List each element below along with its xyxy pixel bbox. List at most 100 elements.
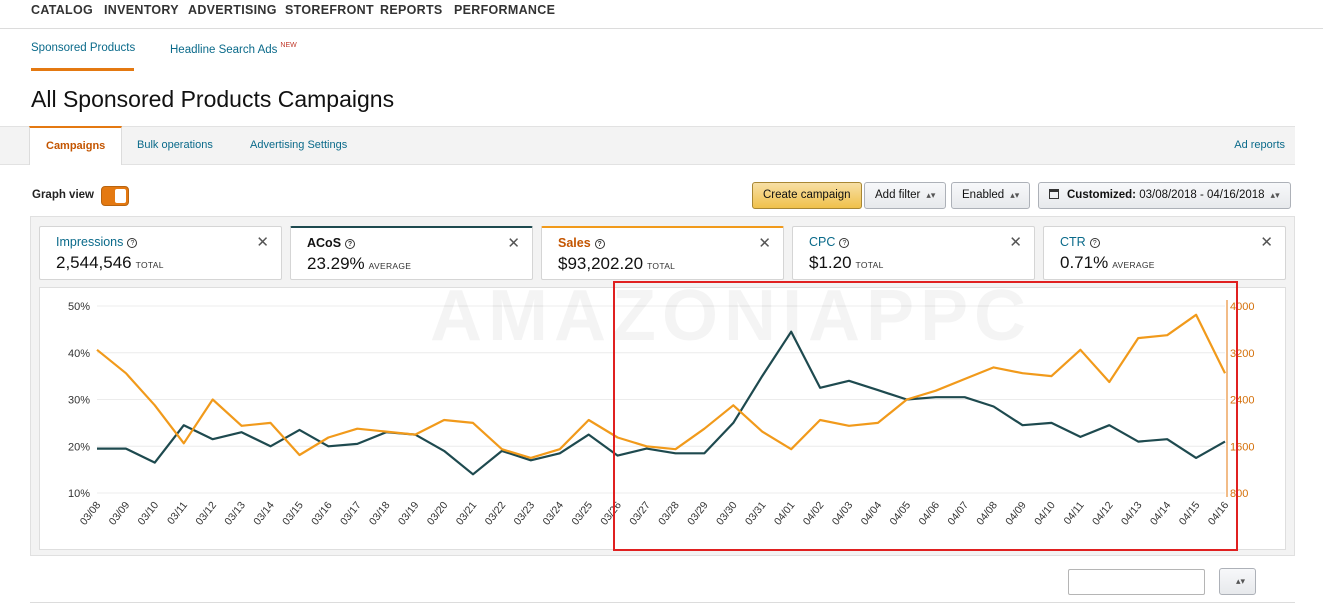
x-tick-label: 03/12 (193, 499, 219, 527)
metric-value-text: 23.29% (307, 254, 365, 273)
y-right-tick-label: 4000 (1230, 301, 1254, 313)
x-tick-label: 04/09 (1003, 499, 1029, 527)
new-badge: NEW (280, 42, 297, 49)
y-left-tick-label: 10% (68, 488, 90, 500)
metric-label-text: Impressions (56, 235, 124, 249)
updown-caret-icon: ▴▾ (1010, 190, 1020, 200)
metric-suffix: TOTAL (647, 261, 676, 271)
nav-reports[interactable]: REPORTS (380, 3, 443, 17)
metric-suffix: AVERAGE (368, 261, 412, 271)
active-subtab-indicator (31, 68, 134, 71)
x-tick-label: 03/09 (107, 499, 133, 527)
x-tick-label: 04/11 (1062, 499, 1087, 527)
x-tick-label: 03/11 (165, 499, 190, 527)
x-tick-label: 03/31 (743, 499, 769, 527)
x-tick-label: 04/13 (1119, 499, 1145, 527)
x-tick-label: 04/08 (974, 499, 1000, 527)
x-tick-label: 03/15 (280, 499, 306, 527)
metric-label-text: CPC (809, 235, 836, 249)
subtab-sponsored-products[interactable]: Sponsored Products (31, 42, 136, 54)
nav-inventory[interactable]: INVENTORY (104, 3, 179, 17)
help-icon[interactable]: ? (839, 238, 850, 248)
page-title: All Sponsored Products Campaigns (31, 86, 395, 112)
ad-reports-link[interactable]: Ad reports (1234, 139, 1285, 151)
x-tick-label: 04/14 (1148, 499, 1174, 527)
y-right-tick-label: 3200 (1230, 348, 1254, 360)
nav-catalog[interactable]: CATALOG (31, 3, 94, 17)
y-right-tick-label: 2400 (1230, 395, 1254, 407)
nav-storefront[interactable]: STOREFRONT (285, 3, 374, 17)
table-top-border (30, 602, 1295, 603)
x-tick-label: 04/06 (916, 499, 942, 527)
metric-label: CPC? (809, 235, 850, 249)
help-icon[interactable]: ? (345, 239, 356, 249)
x-tick-label: 03/26 (598, 499, 624, 527)
graph-view-toggle[interactable] (101, 186, 129, 206)
y-left-tick-label: 20% (68, 441, 90, 453)
x-tick-label: 03/24 (540, 499, 566, 527)
x-tick-label: 03/14 (251, 499, 277, 527)
date-range-picker[interactable]: Customized: 03/08/2018 - 04/16/2018 ▴▾ (1038, 182, 1291, 209)
x-tick-label: 03/21 (454, 499, 480, 527)
date-range-value: 03/08/2018 - 04/16/2018 (1139, 189, 1265, 201)
close-icon[interactable]: ✕ (758, 235, 771, 252)
updown-caret-icon: ▴▾ (1236, 576, 1246, 586)
find-campaign-input[interactable] (1068, 569, 1205, 595)
metric-value-text: $1.20 (809, 253, 852, 272)
metric-cpc[interactable]: CPC? $1.20 TOTAL ✕ (792, 226, 1035, 280)
x-tick-label: 03/08 (78, 499, 104, 527)
x-tick-label: 04/01 (772, 499, 798, 527)
close-icon[interactable]: ✕ (1009, 234, 1022, 251)
enabled-filter-dropdown[interactable]: Enabled ▴▾ (951, 182, 1031, 209)
x-tick-label: 04/02 (801, 499, 827, 527)
x-tick-label: 03/17 (338, 499, 364, 527)
close-icon[interactable]: ✕ (1260, 234, 1273, 251)
metric-value: 23.29% AVERAGE (307, 254, 411, 274)
x-tick-label: 03/29 (685, 499, 711, 527)
tab-campaigns[interactable]: Campaigns (29, 126, 123, 165)
subtab-headline-search-ads[interactable]: Headline Search Ads NEW (170, 42, 297, 56)
x-tick-label: 03/23 (512, 499, 538, 527)
top-nav: CATALOG INVENTORY ADVERTISING STOREFRONT… (0, 0, 1323, 29)
nav-advertising[interactable]: ADVERTISING (188, 3, 277, 17)
close-icon[interactable]: ✕ (256, 234, 269, 251)
enabled-label: Enabled (962, 189, 1005, 201)
x-tick-label: 04/05 (888, 499, 914, 527)
metric-value: $93,202.20 TOTAL (558, 254, 675, 274)
metric-label-text: ACoS (307, 236, 342, 250)
tab-advertising-settings[interactable]: Advertising Settings (250, 139, 348, 151)
add-filter-label: Add filter (875, 189, 921, 201)
metric-label: Impressions? (56, 235, 138, 249)
metric-impressions[interactable]: Impressions? 2,544,546 TOTAL ✕ (39, 226, 282, 280)
x-tick-label: 04/12 (1090, 499, 1116, 527)
add-filter-button[interactable]: Add filter ▴▾ (864, 182, 947, 209)
x-tick-label: 03/13 (222, 499, 248, 527)
x-tick-label: 03/28 (656, 499, 682, 527)
x-tick-label: 03/10 (136, 499, 162, 527)
metric-value: 2,544,546 TOTAL (56, 253, 164, 273)
y-left-tick-label: 50% (68, 301, 90, 313)
help-icon[interactable]: ? (127, 238, 138, 248)
metric-value-text: $93,202.20 (558, 254, 644, 273)
metric-sales[interactable]: Sales? $93,202.20 TOTAL ✕ (541, 226, 784, 280)
close-icon[interactable]: ✕ (507, 235, 520, 252)
x-tick-label: 04/03 (830, 499, 856, 527)
calendar-icon (1049, 189, 1059, 199)
metric-acos[interactable]: ACoS? 23.29% AVERAGE ✕ (290, 226, 533, 280)
metric-value-text: 0.71% (1060, 253, 1109, 272)
columns-button[interactable]: ▴▾ (1219, 568, 1257, 595)
create-campaign-button[interactable]: Create campaign (752, 182, 862, 209)
updown-caret-icon: ▴▾ (926, 190, 936, 200)
x-tick-label: 03/25 (569, 499, 595, 527)
x-tick-label: 03/27 (627, 499, 653, 527)
help-icon[interactable]: ? (594, 239, 605, 249)
x-tick-label: 03/20 (425, 499, 451, 527)
metric-ctr[interactable]: CTR? 0.71% AVERAGE ✕ (1043, 226, 1286, 280)
help-icon[interactable]: ? (1089, 238, 1100, 248)
tab-bulk-operations[interactable]: Bulk operations (137, 139, 213, 151)
x-tick-label: 04/16 (1206, 499, 1232, 527)
x-tick-label: 03/16 (309, 499, 335, 527)
metric-label: CTR? (1060, 235, 1100, 249)
nav-performance[interactable]: PERFORMANCE (454, 3, 556, 17)
